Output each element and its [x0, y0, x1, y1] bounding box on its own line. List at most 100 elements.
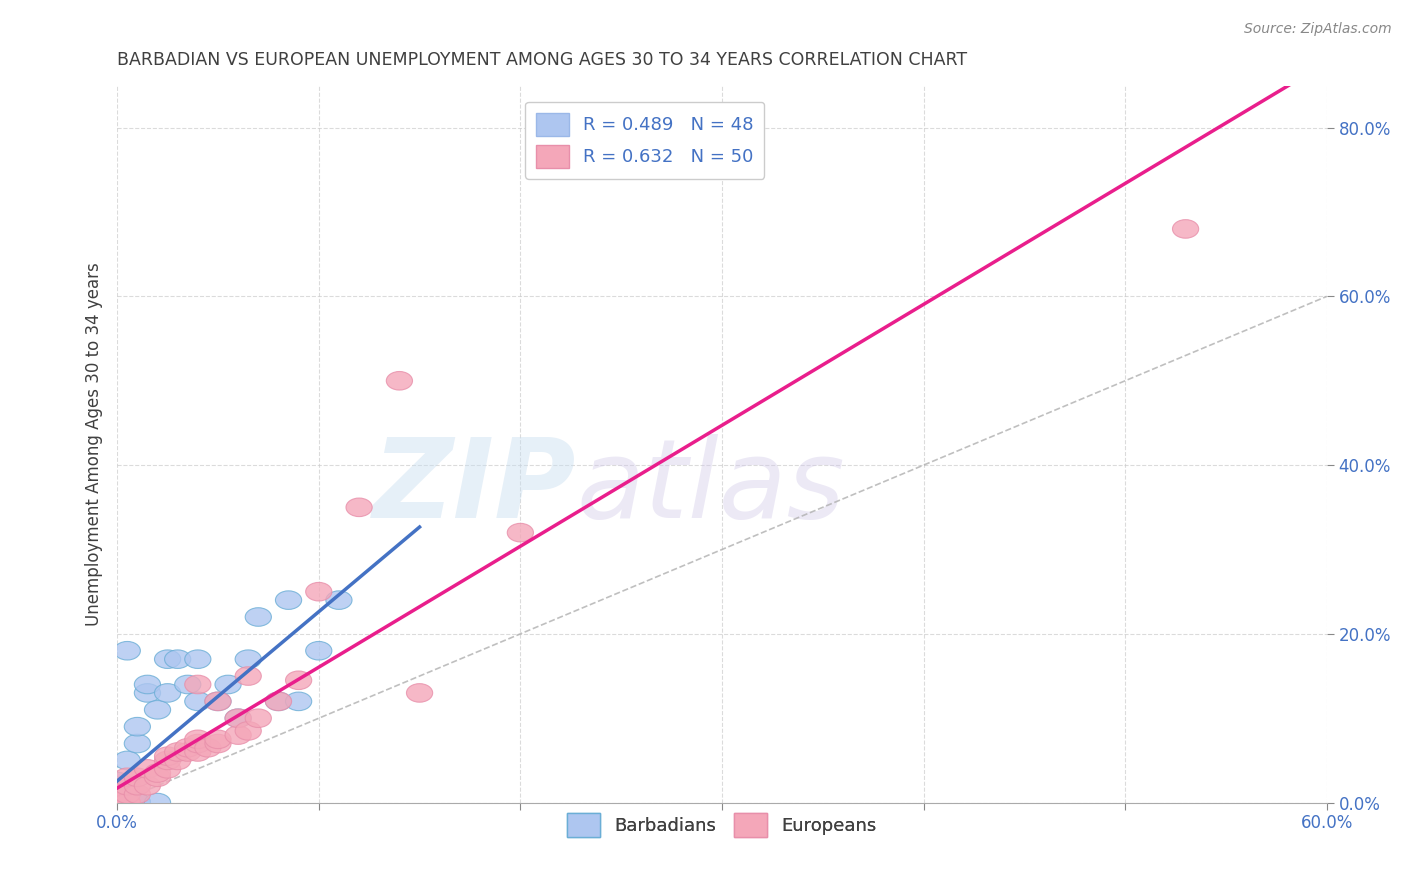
Ellipse shape	[104, 776, 131, 795]
Ellipse shape	[205, 692, 231, 711]
Ellipse shape	[174, 739, 201, 757]
Ellipse shape	[104, 789, 131, 807]
Ellipse shape	[104, 793, 131, 812]
Ellipse shape	[104, 793, 131, 812]
Ellipse shape	[124, 776, 150, 795]
Ellipse shape	[104, 772, 131, 791]
Ellipse shape	[245, 709, 271, 728]
Ellipse shape	[104, 793, 131, 812]
Ellipse shape	[266, 692, 291, 711]
Text: atlas: atlas	[576, 434, 845, 541]
Ellipse shape	[114, 793, 141, 812]
Ellipse shape	[235, 722, 262, 740]
Ellipse shape	[104, 793, 131, 812]
Ellipse shape	[235, 650, 262, 668]
Ellipse shape	[104, 793, 131, 812]
Ellipse shape	[114, 793, 141, 812]
Text: ZIP: ZIP	[374, 434, 576, 541]
Ellipse shape	[135, 675, 160, 694]
Ellipse shape	[104, 780, 131, 799]
Ellipse shape	[124, 793, 150, 812]
Ellipse shape	[184, 730, 211, 748]
Ellipse shape	[245, 607, 271, 626]
Ellipse shape	[174, 743, 201, 761]
Ellipse shape	[145, 768, 170, 787]
Ellipse shape	[285, 671, 312, 690]
Ellipse shape	[114, 641, 141, 660]
Ellipse shape	[225, 726, 252, 745]
Ellipse shape	[305, 582, 332, 601]
Ellipse shape	[184, 734, 211, 753]
Ellipse shape	[104, 793, 131, 812]
Ellipse shape	[184, 675, 211, 694]
Ellipse shape	[104, 793, 131, 812]
Ellipse shape	[104, 793, 131, 812]
Ellipse shape	[104, 793, 131, 812]
Ellipse shape	[104, 789, 131, 807]
Ellipse shape	[155, 760, 181, 778]
Ellipse shape	[184, 743, 211, 761]
Ellipse shape	[184, 692, 211, 711]
Ellipse shape	[225, 709, 252, 728]
Ellipse shape	[155, 650, 181, 668]
Ellipse shape	[104, 793, 131, 812]
Ellipse shape	[114, 768, 141, 787]
Ellipse shape	[276, 591, 302, 609]
Ellipse shape	[184, 650, 211, 668]
Ellipse shape	[104, 793, 131, 812]
Ellipse shape	[1173, 219, 1199, 238]
Ellipse shape	[104, 785, 131, 804]
Ellipse shape	[104, 785, 131, 804]
Ellipse shape	[104, 793, 131, 812]
Ellipse shape	[135, 776, 160, 795]
Ellipse shape	[124, 793, 150, 812]
Ellipse shape	[114, 776, 141, 795]
Legend: Barbadians, Europeans: Barbadians, Europeans	[560, 806, 884, 844]
Ellipse shape	[205, 692, 231, 711]
Ellipse shape	[225, 709, 252, 728]
Text: BARBADIAN VS EUROPEAN UNEMPLOYMENT AMONG AGES 30 TO 34 YEARS CORRELATION CHART: BARBADIAN VS EUROPEAN UNEMPLOYMENT AMONG…	[117, 51, 967, 69]
Ellipse shape	[104, 793, 131, 812]
Ellipse shape	[104, 793, 131, 812]
Ellipse shape	[104, 793, 131, 812]
Ellipse shape	[215, 675, 242, 694]
Ellipse shape	[205, 730, 231, 748]
Ellipse shape	[124, 717, 150, 736]
Ellipse shape	[165, 751, 191, 770]
Ellipse shape	[124, 734, 150, 753]
Ellipse shape	[145, 793, 170, 812]
Ellipse shape	[305, 641, 332, 660]
Ellipse shape	[406, 683, 433, 702]
Ellipse shape	[195, 739, 221, 757]
Ellipse shape	[114, 751, 141, 770]
Ellipse shape	[104, 780, 131, 799]
Ellipse shape	[104, 793, 131, 812]
Ellipse shape	[266, 692, 291, 711]
Ellipse shape	[114, 785, 141, 804]
Ellipse shape	[135, 683, 160, 702]
Ellipse shape	[165, 743, 191, 761]
Ellipse shape	[387, 371, 412, 390]
Ellipse shape	[145, 764, 170, 782]
Ellipse shape	[124, 768, 150, 787]
Ellipse shape	[174, 675, 201, 694]
Ellipse shape	[326, 591, 352, 609]
Ellipse shape	[508, 524, 533, 542]
Ellipse shape	[104, 793, 131, 812]
Ellipse shape	[165, 650, 191, 668]
Ellipse shape	[104, 785, 131, 804]
Ellipse shape	[104, 793, 131, 812]
Ellipse shape	[135, 760, 160, 778]
Ellipse shape	[155, 751, 181, 770]
Ellipse shape	[104, 793, 131, 812]
Ellipse shape	[346, 498, 373, 516]
Ellipse shape	[145, 700, 170, 719]
Ellipse shape	[124, 793, 150, 812]
Ellipse shape	[205, 734, 231, 753]
Ellipse shape	[285, 692, 312, 711]
Ellipse shape	[104, 793, 131, 812]
Y-axis label: Unemployment Among Ages 30 to 34 years: Unemployment Among Ages 30 to 34 years	[86, 262, 103, 626]
Ellipse shape	[104, 793, 131, 812]
Text: Source: ZipAtlas.com: Source: ZipAtlas.com	[1244, 22, 1392, 37]
Ellipse shape	[155, 683, 181, 702]
